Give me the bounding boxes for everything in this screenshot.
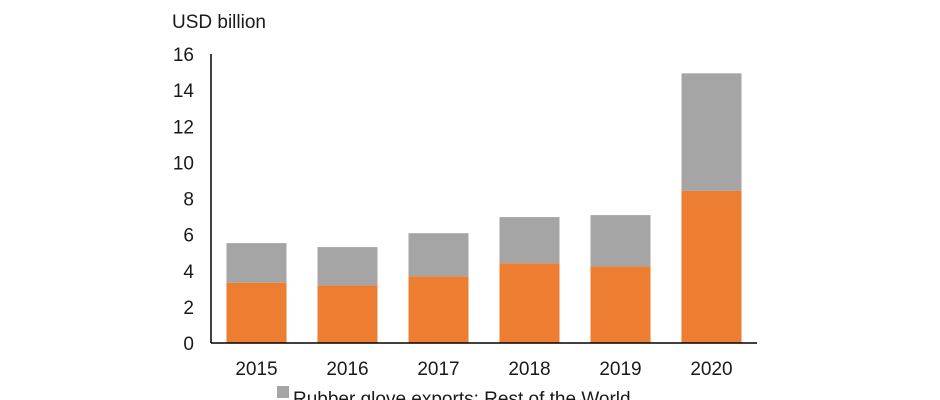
- bar-segment-rest-of-world-2016: [317, 247, 378, 286]
- y-tick-label: 10: [173, 153, 194, 174]
- bar-segment-rest-of-world-2017: [408, 233, 469, 277]
- legend-swatch-rest-of-world: [277, 386, 289, 398]
- bar-segment-rest-of-world-2020: [681, 73, 742, 191]
- y-tick-label: 6: [183, 226, 194, 247]
- x-tick-label: 2017: [417, 359, 459, 380]
- bar-segment-orange-2015: [226, 282, 287, 343]
- x-tick-label: 2018: [508, 359, 550, 380]
- x-tick-label: 2020: [690, 359, 732, 380]
- bar-segment-rest-of-world-2018: [499, 217, 560, 264]
- y-tick-label: 0: [183, 334, 194, 355]
- bar-segment-orange-2020: [681, 190, 742, 343]
- bar-segment-rest-of-world-2019: [590, 215, 651, 267]
- legend: Rubber glove exports: Rest of the World: [277, 386, 631, 400]
- y-axis-label: USD billion: [172, 12, 266, 33]
- legend-label-rest-of-world: Rubber glove exports: Rest of the World: [293, 389, 631, 400]
- y-tick-label: 14: [173, 81, 195, 102]
- bar-segment-rest-of-world-2015: [226, 243, 287, 283]
- y-tick-label: 8: [183, 190, 194, 211]
- y-tick-label: 12: [173, 117, 194, 138]
- bar-segment-orange-2016: [317, 285, 378, 343]
- y-tick-label: 2: [183, 298, 194, 319]
- bar-segment-orange-2017: [408, 276, 469, 343]
- bar-segment-orange-2018: [499, 263, 560, 343]
- bar-segment-orange-2019: [590, 266, 651, 343]
- y-tick-label: 16: [173, 45, 194, 66]
- x-tick-label: 2015: [235, 359, 277, 380]
- y-tick-label: 4: [183, 262, 194, 283]
- x-tick-label: 2019: [599, 359, 641, 380]
- x-tick-label: 2016: [326, 359, 368, 380]
